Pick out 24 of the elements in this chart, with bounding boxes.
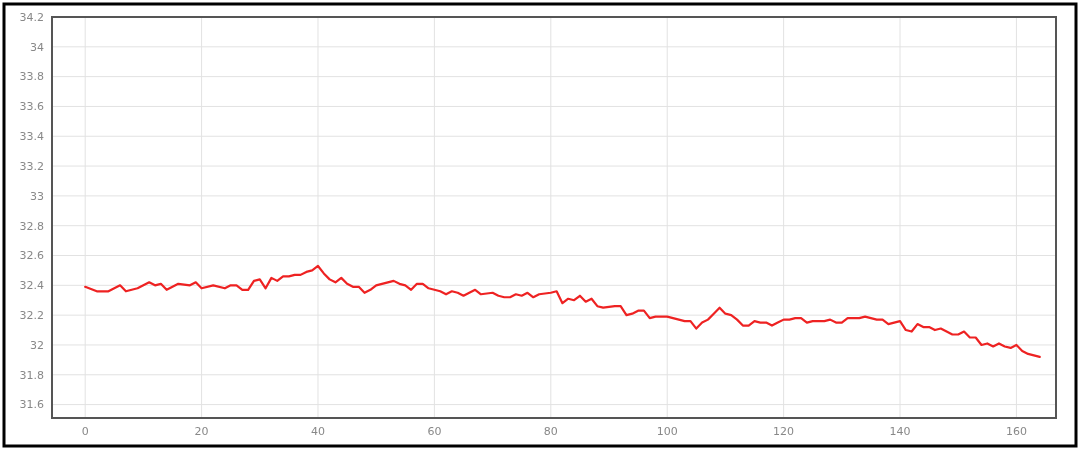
y-tick-label: 34 (30, 40, 44, 54)
y-tick-label: 31.6 (19, 398, 44, 412)
x-tick-label: 20 (194, 425, 209, 438)
y-tick-label: 32.2 (19, 308, 44, 322)
y-tick-label: 33.8 (19, 70, 44, 84)
y-tick-label: 32 (30, 338, 44, 352)
y-tick-label: 32.8 (19, 219, 44, 233)
y-tick-label: 33.4 (19, 130, 44, 144)
y-tick-label: 33 (30, 189, 44, 203)
x-tick-label: 100 (656, 425, 678, 438)
x-tick-label: 160 (1005, 425, 1027, 438)
y-tick-label: 33.2 (19, 159, 44, 173)
y-tick-label: 32.6 (19, 249, 44, 263)
y-tick-label: 32.4 (19, 279, 44, 293)
y-tick-label: 34.2 (19, 10, 44, 24)
line-series (84, 264, 1041, 358)
x-tick-label: 120 (773, 425, 795, 438)
x-tick-label: 140 (889, 425, 911, 438)
x-tick-label: 60 (427, 425, 442, 438)
x-tick-label: 0 (81, 425, 89, 438)
x-tick-label: 40 (310, 425, 325, 438)
x-tick-label: 80 (543, 425, 558, 438)
y-tick-label: 31.8 (19, 368, 44, 382)
y-tick-label: 33.6 (19, 100, 44, 114)
